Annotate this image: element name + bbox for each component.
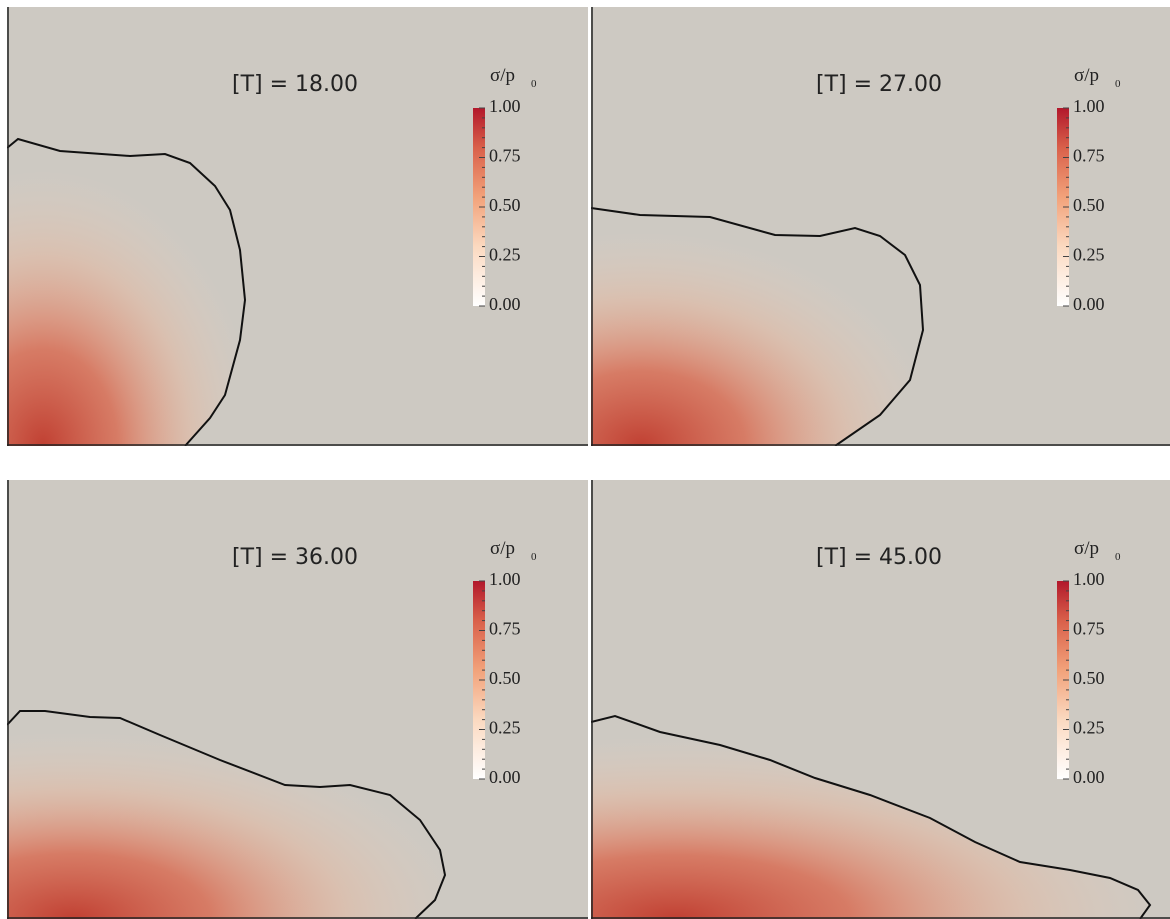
panel: [T] = 18.00 σ/p 0 1.00 0.75 0.50 0.25 0.00 (7, 7, 588, 446)
panel: [T] = 36.00 σ/p 0 1.00 0.75 0.50 0.25 0.00 (7, 480, 588, 919)
stress-field (7, 139, 245, 446)
field (591, 207, 925, 446)
colorbar-tick-label: 1.00 (489, 569, 521, 589)
time-label: [T] = 18.00 (232, 72, 358, 97)
colorbar-title-subscript: 0 (1115, 551, 1121, 563)
colorbar-tick-label: 1.00 (489, 96, 521, 116)
field (7, 710, 447, 919)
colorbar-tick-label: 0.25 (1073, 718, 1105, 738)
front-outline (7, 137, 247, 446)
colorbar-tick-label: 0.50 (1073, 195, 1105, 215)
colorbar-title-subscript: 0 (1115, 78, 1121, 90)
colorbar-tick-label: 0.00 (489, 294, 521, 314)
colorbar-tick-label: 0.50 (1073, 668, 1105, 688)
time-label: [T] = 27.00 (816, 72, 942, 97)
colorbar-tick-label: 1.00 (1073, 96, 1105, 116)
front-outline (7, 710, 447, 919)
colorbar-tick-label: 0.50 (489, 195, 521, 215)
colorbar-tick-label: 0.00 (489, 767, 521, 787)
panel: [T] = 27.00 σ/p 0 1.00 0.75 0.50 0.25 0.00 (591, 7, 1170, 446)
front-outline (591, 207, 925, 446)
stress-field (7, 711, 445, 919)
colorbar-title-subscript: 0 (531, 78, 537, 90)
colorbar-tick-label: 0.00 (1073, 294, 1105, 314)
colorbar-tick-label: 0.25 (489, 245, 521, 265)
colorbar-title: σ/p (1074, 538, 1099, 559)
time-label: [T] = 36.00 (232, 545, 358, 570)
colorbar-tick-label: 0.25 (1073, 245, 1105, 265)
colorbar-tick-label: 0.50 (489, 668, 521, 688)
time-label: [T] = 45.00 (816, 545, 942, 570)
colorbar-tick-label: 0.75 (1073, 146, 1105, 166)
colorbar-tick-label: 0.25 (489, 718, 521, 738)
colorbar-title: σ/p (490, 538, 515, 559)
colorbar-tick-label: 0.75 (489, 146, 521, 166)
colorbar-tick-label: 0.75 (1073, 619, 1105, 639)
field (7, 137, 247, 446)
front-outline (591, 714, 1152, 919)
colorbar-tick-label: 0.00 (1073, 767, 1105, 787)
colorbar-title: σ/p (490, 65, 515, 86)
panel: [T] = 45.00 σ/p 0 1.00 0.75 0.50 0.25 0.00 (591, 480, 1170, 919)
colorbar-tick-label: 1.00 (1073, 569, 1105, 589)
colorbar-title: σ/p (1074, 65, 1099, 86)
field (591, 714, 1152, 919)
stress-field (591, 716, 1150, 919)
colorbar-tick-label: 0.75 (489, 619, 521, 639)
stress-field (591, 208, 923, 446)
colorbar-title-subscript: 0 (531, 551, 537, 563)
